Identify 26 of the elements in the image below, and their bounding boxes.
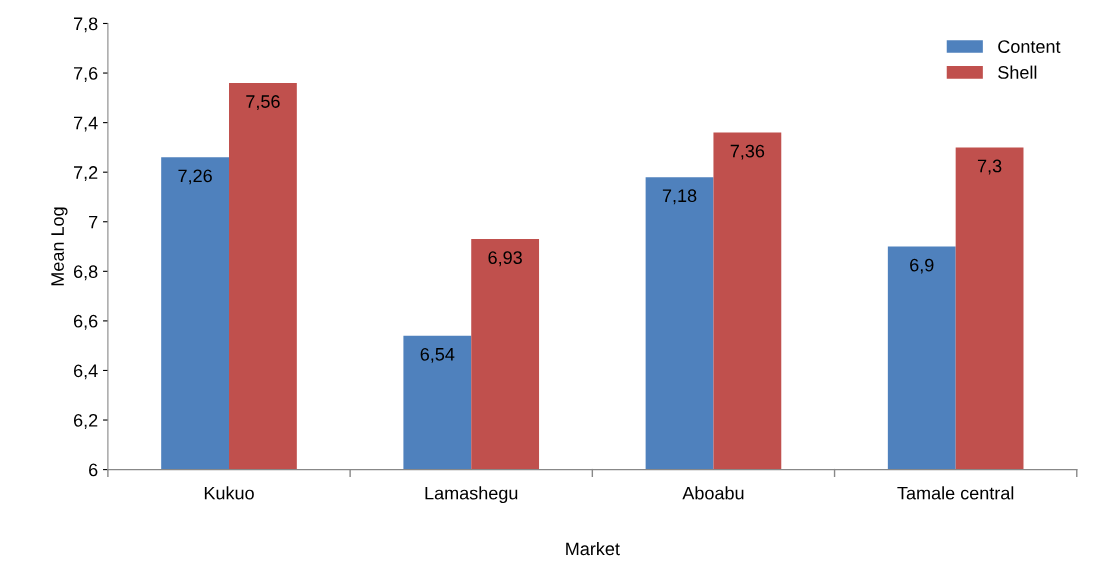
data-label: 6,93 (488, 251, 522, 267)
data-label: 6,9 (910, 258, 934, 274)
data-label: 7,18 (662, 189, 697, 205)
y-tick-label: 7,4 (74, 116, 98, 132)
data-label: 7,36 (730, 144, 765, 160)
y-tick-label: 6 (89, 463, 98, 477)
y-tick-label: 6,8 (74, 265, 98, 281)
y-tick-label: 6,6 (74, 314, 98, 330)
x-axis-title: Market (566, 541, 620, 556)
y-tick-label: 6,2 (74, 413, 98, 429)
y-tick-label: 7 (89, 215, 98, 229)
legend-label: Shell (998, 65, 1037, 79)
data-label: 7,56 (246, 95, 280, 111)
data-label: 6,54 (420, 347, 455, 363)
x-tick-label: Kukuo (204, 486, 254, 500)
data-label: 7,3 (977, 159, 1002, 175)
data-label: 7,26 (178, 169, 212, 185)
x-tick-label: Tamale central (897, 486, 1014, 500)
y-tick-label: 7,2 (74, 166, 98, 182)
y-axis-title: Mean Log (51, 207, 68, 286)
x-tick-label: Lamashegu (425, 486, 518, 504)
legend-label: Content (998, 40, 1061, 53)
x-tick-label: Aboabu (682, 486, 744, 500)
y-tick-label: 6,4 (74, 364, 98, 380)
y-tick-label: 7,8 (74, 17, 98, 33)
y-tick-label: 7,6 (74, 66, 98, 82)
